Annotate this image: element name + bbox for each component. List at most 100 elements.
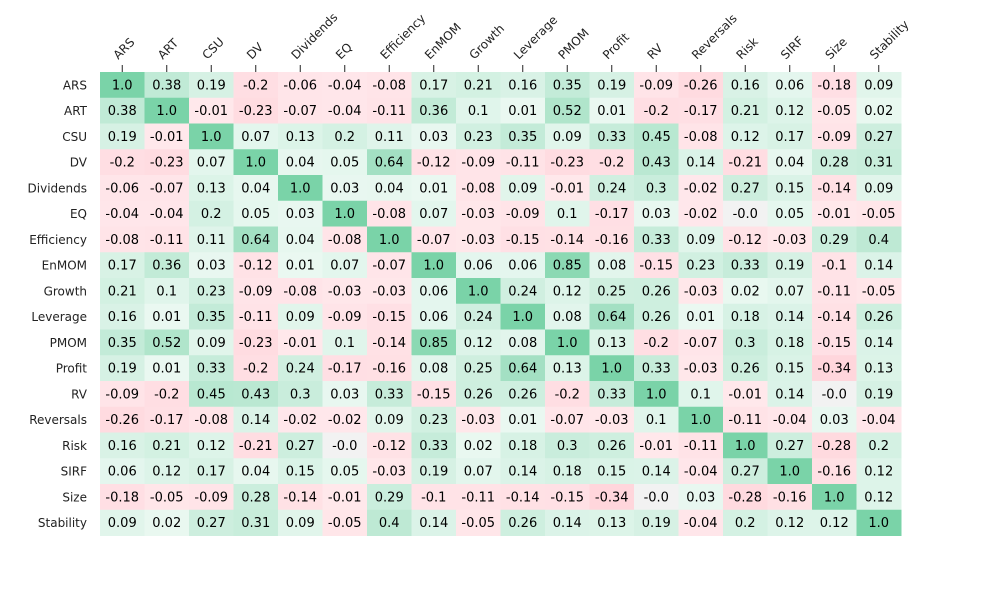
heatmap-cell-Dividends-Efficiency (367, 175, 412, 202)
heatmap-cell-SIRF-Efficiency (367, 458, 412, 485)
heatmap-cell-Size-DV (233, 484, 279, 511)
heatmap-cell-CSU-Profit (589, 123, 635, 150)
heatmap-cell-PMOM-RV (634, 329, 679, 356)
heatmap-cell-Risk-ARS (100, 432, 145, 459)
y-tick-label-RV: RV (71, 387, 88, 401)
heatmap-cell-Size-RV (634, 484, 679, 511)
cell-value-label: 0.03 (286, 207, 315, 222)
heatmap-cell-ARS-Efficiency (367, 72, 412, 99)
cell-value-label: -0.01 (328, 490, 362, 505)
heatmap-cell-SIRF-CSU (189, 458, 234, 485)
heatmap-cell-SIRF-PMOM (545, 458, 590, 485)
cell-value-label: 0.12 (731, 130, 760, 145)
cell-value-label: 0.08 (419, 362, 448, 377)
cell-value-label: 0.12 (775, 516, 804, 531)
heatmap-cell-ARS-Reversals (678, 72, 724, 99)
cell-value-label: 0.12 (775, 104, 804, 119)
heatmap-cell-DV-ARS (100, 149, 145, 176)
cell-value-label: 0.4 (868, 233, 889, 248)
heatmap-cell-Efficiency-SIRF (767, 226, 813, 253)
cell-value-label: -0.15 (417, 387, 451, 402)
cell-value-label: 0.15 (597, 465, 626, 480)
heatmap-cell-CSU-Risk (723, 123, 768, 150)
x-tick-label-Reversals: Reversals (689, 11, 740, 62)
heatmap-cell-EQ-Risk (723, 200, 768, 227)
heatmap-cell-RV-Leverage (500, 381, 546, 408)
heatmap-cell-Risk-SIRF (767, 432, 813, 459)
cell-value-label: 0.14 (642, 465, 671, 480)
cell-value-label: -0.04 (773, 413, 807, 428)
cell-value-label: 0.13 (597, 516, 626, 531)
heatmap-cell-Risk-Leverage (500, 432, 546, 459)
cell-value-label: 0.07 (197, 156, 226, 171)
cell-value-label: 0.85 (553, 259, 582, 274)
cell-value-label: 0.27 (197, 516, 226, 531)
heatmap-cell-SIRF-Reversals (678, 458, 724, 485)
heatmap-cell-Risk-Stability (856, 432, 902, 459)
cell-value-label: 0.09 (375, 413, 404, 428)
cell-value-label: 1.0 (557, 336, 578, 351)
heatmap-cell-Stability-Stability (856, 509, 902, 536)
cell-value-label: 0.02 (864, 104, 893, 119)
heatmap-cell-ART-RV (634, 97, 679, 124)
cell-value-label: 0.64 (375, 156, 404, 171)
cell-value-label: -0.26 (105, 413, 139, 428)
heatmap-cell-EnMOM-Growth (456, 252, 501, 279)
heatmap-cell-PMOM-Risk (723, 329, 768, 356)
y-tick-label-SIRF: SIRF (61, 465, 87, 479)
cell-value-label: 0.01 (152, 310, 181, 325)
cell-value-label: 0.23 (419, 413, 448, 428)
heatmap-cell-Stability-Dividends (278, 509, 323, 536)
cell-value-label: -0.11 (239, 310, 273, 325)
heatmap-cell-ART-Efficiency (367, 97, 412, 124)
cell-value-label: -0.08 (372, 207, 406, 222)
cell-value-label: 0.29 (820, 233, 849, 248)
cell-value-label: 0.19 (108, 362, 137, 377)
cell-value-label: 0.33 (197, 362, 226, 377)
heatmap-cell-ART-CSU (189, 97, 234, 124)
heatmap-cell-Reversals-Stability (856, 406, 902, 433)
x-tick-label-EnMOM: EnMOM (422, 20, 464, 62)
cell-value-label: -0.08 (372, 78, 406, 93)
heatmap-cell-Stability-CSU (189, 509, 234, 536)
heatmap-cell-RV-DV (233, 381, 279, 408)
cell-value-label: -0.05 (862, 207, 896, 222)
cell-value-label: 0.05 (241, 207, 270, 222)
cell-value-label: -0.03 (684, 284, 718, 299)
heatmap-cell-RV-EQ (322, 381, 368, 408)
heatmap-cell-ARS-CSU (189, 72, 234, 99)
cell-value-label: -0.11 (506, 156, 540, 171)
heatmap-cell-DV-Leverage (500, 149, 546, 176)
cell-value-label: 0.24 (464, 310, 493, 325)
heatmap-cell-PMOM-SIRF (767, 329, 813, 356)
cell-value-label: 1.0 (423, 259, 444, 274)
heatmap-cell-RV-Stability (856, 381, 902, 408)
y-tick-label-Risk: Risk (62, 439, 87, 453)
heatmap-cell-Efficiency-Reversals (678, 226, 724, 253)
heatmap-cell-ARS-RV (634, 72, 679, 99)
heatmap-cell-Profit-RV (634, 355, 679, 382)
x-tick-label-EQ: EQ (333, 40, 355, 62)
cell-value-label: 0.04 (286, 233, 315, 248)
heatmap-cell-EnMOM-CSU (189, 252, 234, 279)
cell-value-label: -0.23 (239, 336, 273, 351)
heatmap-cell-Efficiency-DV (233, 226, 279, 253)
heatmap-cell-CSU-Size (812, 123, 857, 150)
x-tick-label-SIRF: SIRF (778, 33, 807, 62)
cell-value-label: 0.05 (775, 207, 804, 222)
heatmap-cell-RV-Profit (589, 381, 635, 408)
cell-value-label: 0.24 (286, 362, 315, 377)
heatmap-cell-Size-ART (144, 484, 190, 511)
heatmap-cell-ARS-Dividends (278, 72, 323, 99)
cell-value-label: 0.09 (508, 181, 537, 196)
heatmap-cell-Efficiency-Risk (723, 226, 768, 253)
heatmap-cell-EQ-Size (812, 200, 857, 227)
cell-value-label: -0.17 (328, 362, 362, 377)
heatmap-cell-Reversals-Efficiency (367, 406, 412, 433)
heatmap-cell-Profit-Dividends (278, 355, 323, 382)
heatmap-cell-SIRF-Risk (723, 458, 768, 485)
heatmap-cell-PMOM-EQ (322, 329, 368, 356)
cell-value-label: -0.03 (372, 284, 406, 299)
cell-value-label: 0.27 (864, 130, 893, 145)
